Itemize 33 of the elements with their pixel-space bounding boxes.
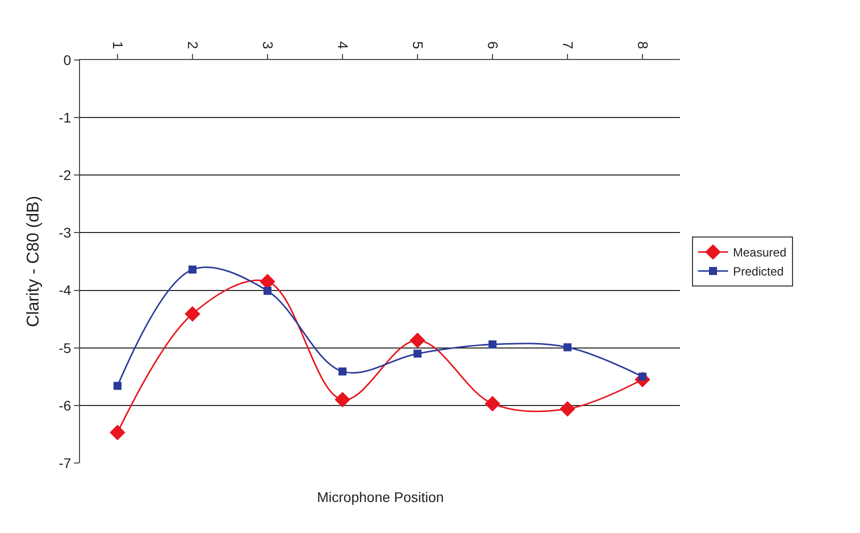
x-tick-label: 6: [484, 41, 501, 50]
point: [560, 401, 576, 417]
legend-label: Predicted: [733, 264, 784, 279]
y-tick-label: -7: [58, 454, 72, 471]
x-tick-label: 7: [560, 41, 576, 50]
y-tick-label: -6: [58, 397, 72, 414]
x-tick-label: 8: [634, 41, 651, 50]
y-axis-title: Clarity - C80 (dB): [23, 196, 42, 328]
point: [114, 382, 122, 390]
x-axis-title: Microphone Position: [317, 489, 444, 505]
x-tick-label: 5: [410, 41, 426, 50]
x-tick-label: 1: [110, 41, 126, 50]
x-tick-label: 2: [184, 41, 201, 50]
y-tick-label: 0: [63, 52, 72, 68]
x-tick-label: 4: [334, 41, 351, 50]
y-tick-label: -3: [58, 224, 72, 241]
y-tick-label: -4: [58, 282, 72, 298]
y-tick-label: -1: [58, 109, 72, 126]
point: [264, 286, 272, 295]
x-tick-label: 3: [260, 41, 276, 50]
point: [188, 266, 196, 274]
point: [338, 367, 346, 376]
point: [488, 340, 496, 348]
legend-label: Measured: [733, 246, 786, 260]
y-tick-label: -2: [58, 167, 72, 184]
point: [184, 306, 200, 322]
point: [110, 424, 126, 440]
point: [484, 396, 500, 412]
point: [564, 343, 572, 352]
point: [414, 350, 422, 358]
point: [334, 392, 350, 408]
y-tick-label: -5: [58, 340, 72, 356]
point: [410, 332, 426, 348]
